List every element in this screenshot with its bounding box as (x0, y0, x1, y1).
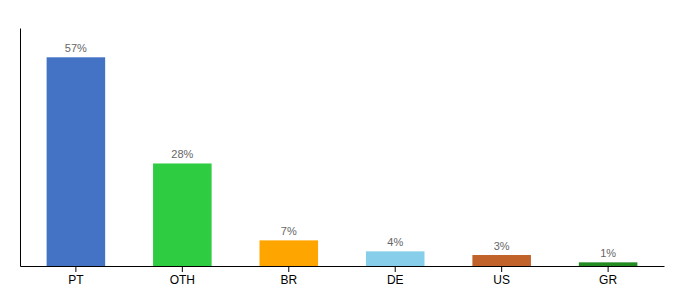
x-tick-mark (75, 266, 76, 272)
x-tick-label: BR (280, 273, 297, 287)
x-tick-mark (288, 266, 289, 272)
x-tick: PT (68, 266, 84, 287)
x-tick-label: DE (387, 273, 404, 287)
data-label: 3% (494, 240, 510, 252)
bar (260, 240, 319, 266)
x-tick-mark (182, 266, 183, 272)
y-axis-line (20, 29, 21, 267)
x-tick-label: PT (68, 273, 84, 287)
x-tick-label: GR (599, 273, 617, 287)
x-tick: DE (387, 266, 404, 287)
bar (366, 251, 425, 266)
bars (47, 57, 638, 266)
data-label: 28% (171, 148, 193, 160)
x-tick-mark (608, 266, 609, 272)
x-tick-mark (395, 266, 396, 272)
y-axis (20, 29, 21, 267)
x-tick: GR (599, 266, 617, 287)
data-labels: 57% 28% 7% 4% 3% 1% (65, 42, 616, 259)
x-tick-label: US (493, 273, 510, 287)
bar (579, 262, 638, 266)
x-tick: OTH (170, 266, 195, 287)
x-tick-mark (501, 266, 502, 272)
data-label: 7% (281, 225, 297, 237)
bar (153, 163, 212, 266)
bar (472, 255, 531, 266)
data-label: 57% (65, 42, 87, 54)
data-label: 1% (600, 247, 616, 259)
bar (47, 57, 106, 266)
chart-container: 57% 28% 7% 4% 3% 1% PT OTH BR DE US GR (0, 0, 680, 300)
x-axis: PT OTH BR DE US GR (21, 266, 665, 287)
x-tick-label: OTH (170, 273, 195, 287)
x-axis-line (21, 266, 665, 267)
plot-area: 57% 28% 7% 4% 3% 1% PT OTH BR DE US GR (21, 29, 665, 287)
x-tick: US (493, 266, 510, 287)
x-tick: BR (280, 266, 297, 287)
chart-svg: 57% 28% 7% 4% 3% 1% PT OTH BR DE US GR (0, 0, 680, 300)
data-label: 4% (387, 236, 403, 248)
